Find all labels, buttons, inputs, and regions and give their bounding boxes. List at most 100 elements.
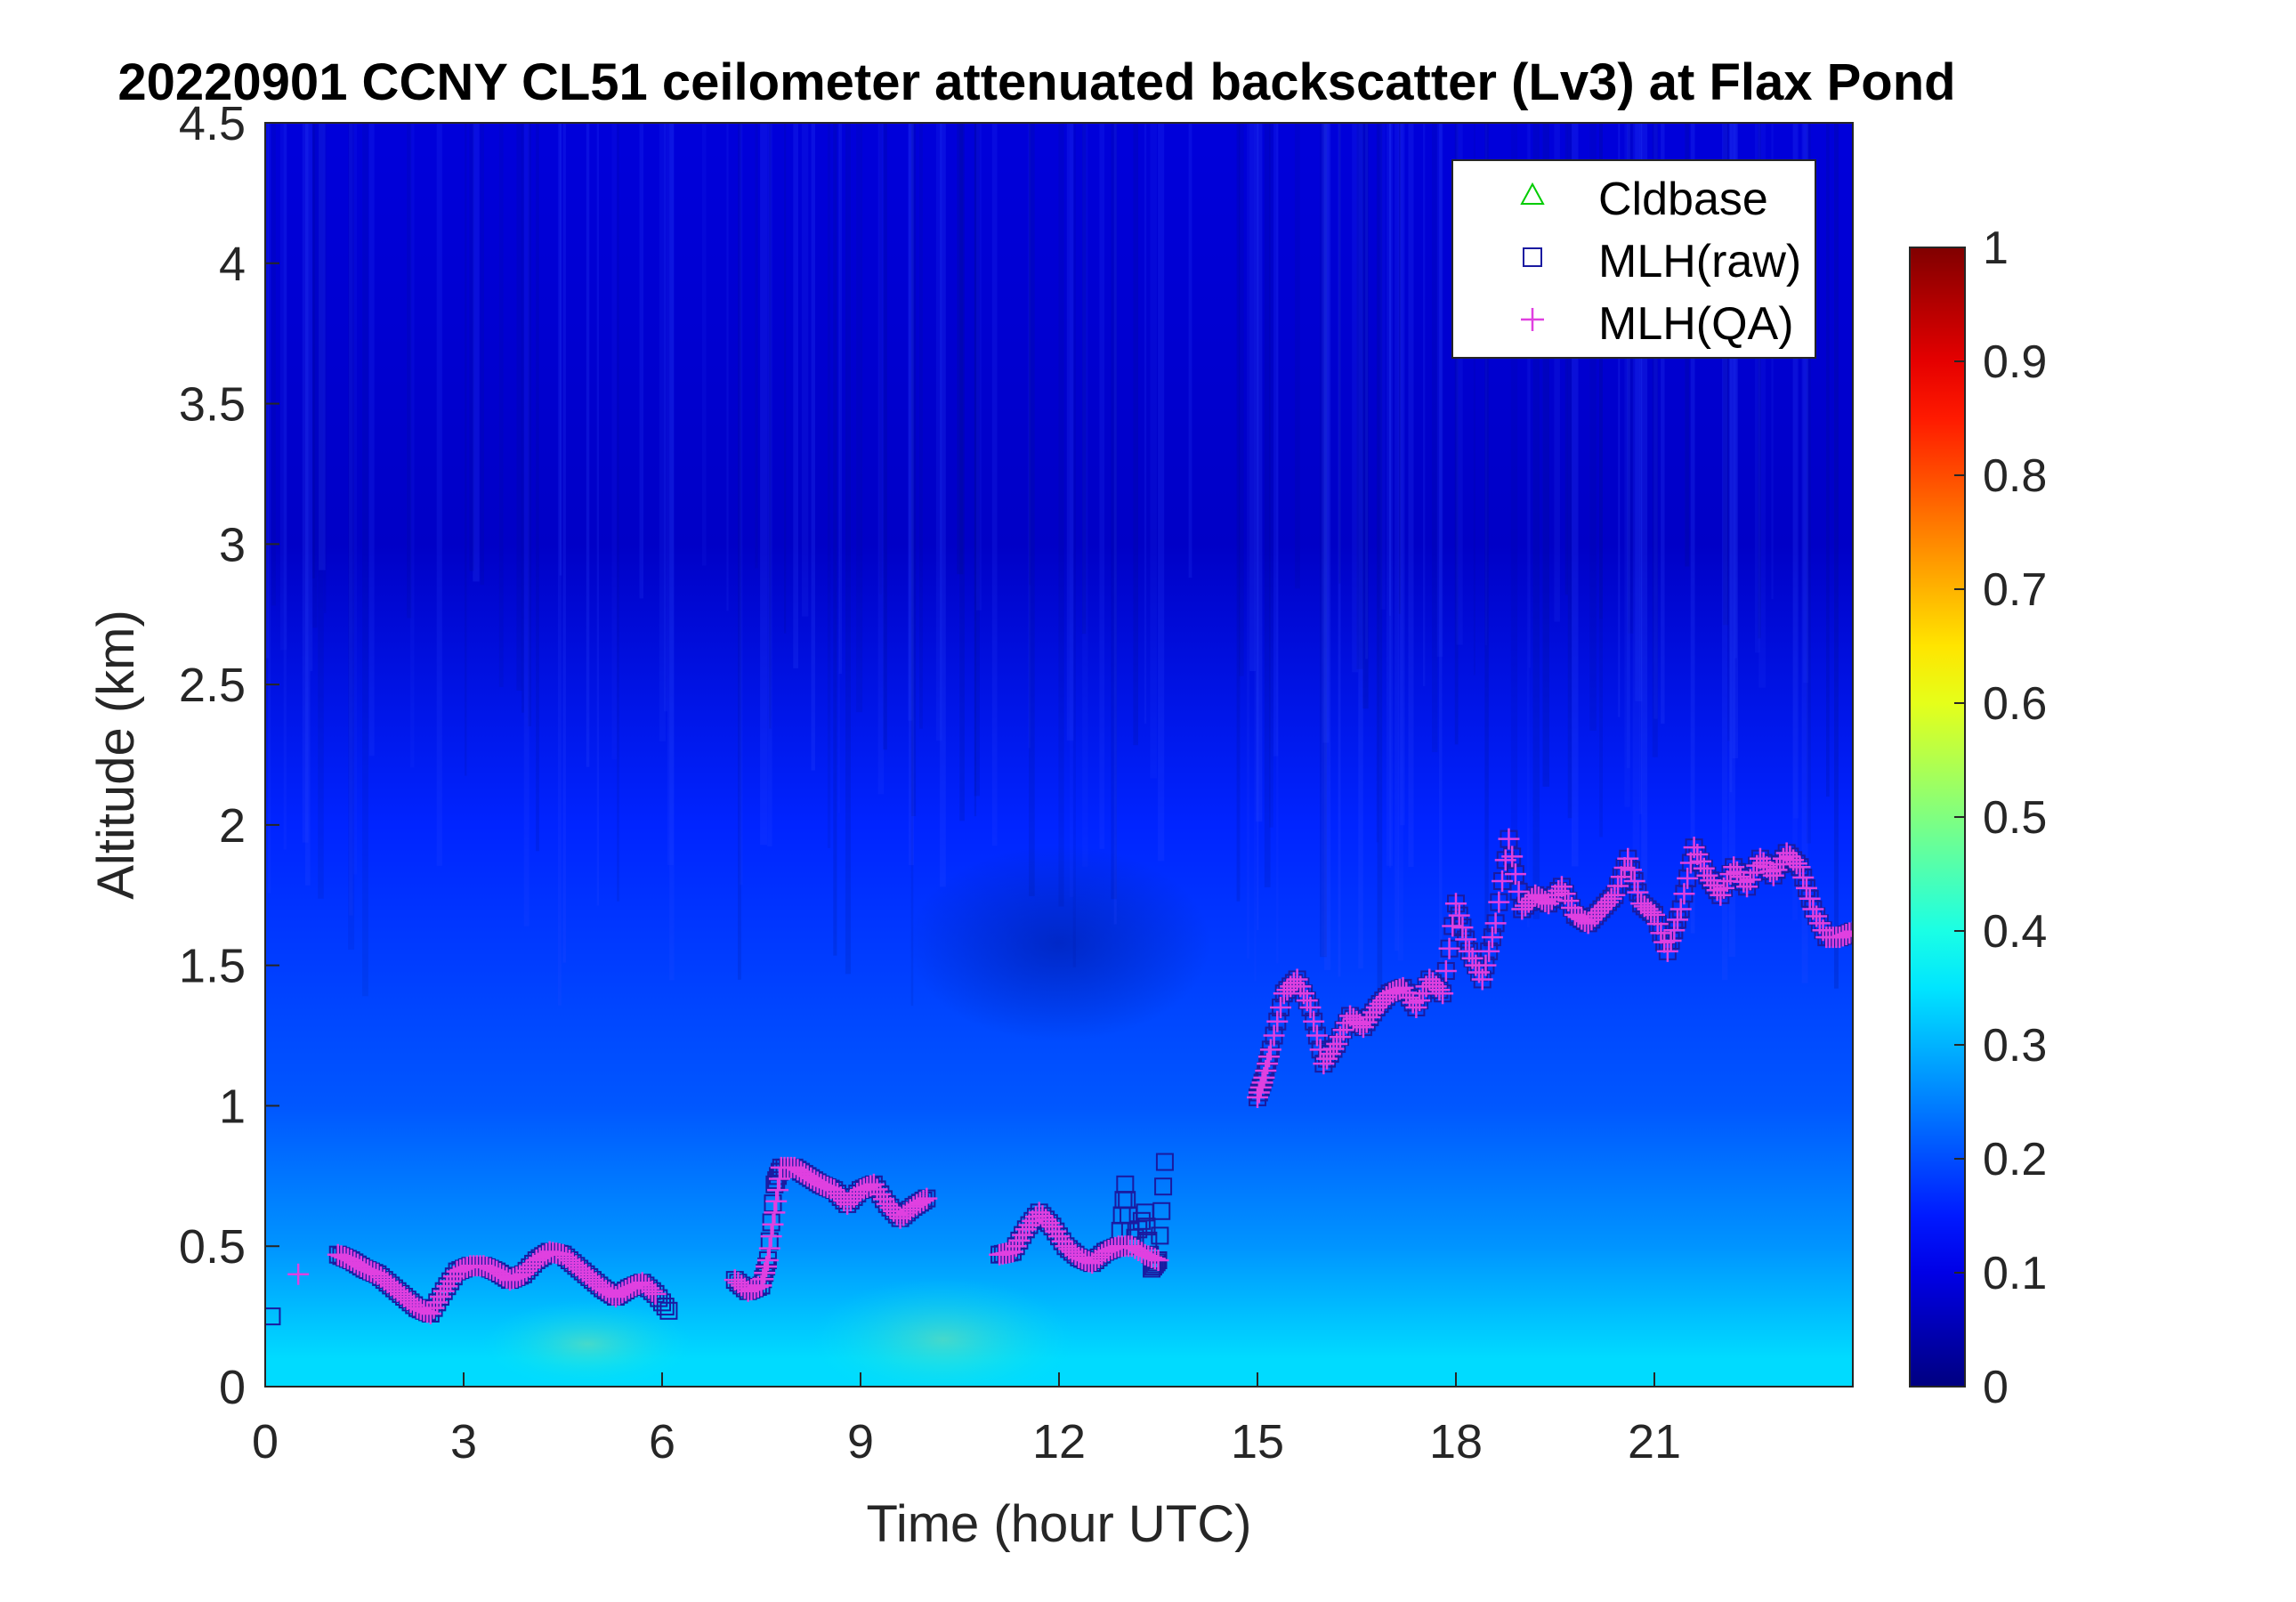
- mlh-qa-marker: [1455, 928, 1477, 951]
- x-tick-label: 3: [450, 1415, 477, 1468]
- cldbase-marker: [1520, 182, 1545, 205]
- backscatter-streak: [1295, 123, 1300, 589]
- backscatter-streak: [1728, 123, 1735, 957]
- mlh-qa-marker: [1617, 847, 1639, 870]
- mlh-qa-marker: [419, 1302, 441, 1324]
- backscatter-streak: [1564, 123, 1568, 595]
- backscatter-streak: [1365, 123, 1369, 659]
- backscatter-streak: [1257, 123, 1259, 931]
- mlh-qa-marker: [767, 1179, 789, 1202]
- backscatter-streak: [1567, 123, 1572, 819]
- backscatter-streak: [1388, 123, 1392, 868]
- colorbar-tick-label: 0.7: [1983, 564, 2047, 616]
- backscatter-streak: [469, 123, 474, 571]
- backscatter-streak: [436, 123, 442, 866]
- backscatter-streak: [1158, 123, 1165, 862]
- backscatter-streak: [1473, 123, 1475, 676]
- backscatter-streak: [1484, 123, 1489, 967]
- backscatter-streak: [1150, 123, 1158, 779]
- backscatter-streak: [473, 123, 480, 582]
- backscatter-streak: [1734, 123, 1737, 659]
- colorbar: 0 0.1 0.2 0.3 0.4 0.5 0.6 0.7 0.8 0.9 1: [1909, 222, 2047, 1413]
- backscatter-streak: [838, 123, 843, 674]
- backscatter-streak: [1528, 123, 1531, 668]
- mlh-qa-marker: [1248, 1081, 1270, 1104]
- mlh-qa-marker: [1303, 1010, 1325, 1032]
- mlh-raw-marker: [1152, 1202, 1171, 1220]
- legend: Cldbase MLH(raw) MLH(QA): [1451, 159, 1816, 359]
- backscatter-streak: [1432, 123, 1438, 753]
- backscatter-streak: [1320, 123, 1327, 958]
- mlh-qa-marker: [1270, 997, 1292, 1018]
- mlh-qa-marker: [1762, 864, 1784, 886]
- backscatter-streak: [1722, 123, 1728, 981]
- backscatter-streak: [312, 123, 315, 578]
- backscatter-streak: [1729, 123, 1733, 792]
- mlh-qa-marker: [1623, 870, 1645, 892]
- backscatter-streak: [1269, 123, 1273, 828]
- backscatter-streak: [349, 123, 353, 916]
- mlh-qa-marker: [1792, 867, 1815, 889]
- backscatter-streak: [1806, 123, 1811, 844]
- backscatter-streak: [562, 123, 566, 963]
- backscatter-streak: [1408, 123, 1414, 867]
- backscatter-streak: [302, 123, 309, 843]
- backscatter-streak: [1726, 123, 1730, 741]
- mlh-qa-marker: [1799, 887, 1821, 910]
- legend-label: MLH(QA): [1598, 298, 1794, 350]
- mlh-qa-marker: [1428, 979, 1451, 1001]
- backscatter-streak: [1572, 123, 1579, 867]
- backscatter-streak: [310, 123, 313, 672]
- backscatter-streak: [959, 123, 965, 821]
- mlh-qa-marker: [1306, 1024, 1328, 1047]
- backscatter-streak: [279, 123, 287, 651]
- backscatter-streak: [1484, 123, 1488, 646]
- mlh-raw-marker: [1137, 1218, 1156, 1236]
- mlh-qa-marker: [1766, 859, 1788, 881]
- backscatter-streaks: [265, 123, 1839, 1007]
- backscatter-streak: [480, 123, 484, 586]
- y-tick-label: 4.5: [179, 97, 246, 150]
- mlh-qa-marker: [1005, 1235, 1027, 1258]
- backscatter-streak: [991, 123, 998, 846]
- mlh-qa-marker: [1008, 1229, 1031, 1251]
- backscatter-streak: [1113, 123, 1117, 925]
- mlh-qa-marker: [1600, 887, 1622, 910]
- mlh-qa-marker: [1627, 881, 1649, 903]
- backscatter-streak: [312, 123, 318, 628]
- y-axis-label: Altitude (km): [87, 610, 145, 900]
- mlh-raw-marker: [659, 1301, 678, 1320]
- backscatter-streak: [802, 123, 809, 617]
- mlh-qa-marker: [1488, 891, 1510, 913]
- mlh-qa-marker: [1673, 883, 1695, 905]
- backscatter-streak: [1510, 123, 1518, 869]
- x-axis-label: Time (hour UTC): [867, 1495, 1252, 1553]
- backscatter-streak: [1082, 123, 1088, 867]
- backscatter-streak: [760, 123, 768, 846]
- mlh-qa-marker: [1492, 870, 1514, 892]
- backscatter-streak: [1395, 123, 1399, 951]
- plot-frame: [264, 122, 1854, 1388]
- backscatter-streak: [1254, 123, 1257, 982]
- backscatter-streak: [1454, 123, 1459, 745]
- colorbar-tick-label: 0.4: [1983, 906, 2047, 958]
- backscatter-streak: [726, 123, 729, 611]
- backscatter-streak: [1723, 123, 1729, 626]
- backscatter-streak: [586, 123, 590, 767]
- backscatter-streak: [283, 123, 287, 850]
- backscatter-streak: [738, 123, 741, 980]
- backscatter-streak: [1273, 123, 1279, 756]
- backscatter-streak: [908, 123, 913, 721]
- midlevel-dry-region: [908, 846, 1210, 1041]
- y-tick-label: 3.5: [179, 378, 246, 432]
- backscatter-streak: [318, 123, 324, 899]
- colorbar-tick-label: 0.1: [1983, 1248, 2047, 1299]
- mlh-qa-marker: [1299, 997, 1322, 1018]
- backscatter-streak: [1029, 123, 1035, 896]
- backscatter-streak: [1732, 123, 1739, 759]
- colorbar-tick-label: 0.6: [1983, 678, 2047, 730]
- y-tick-label: 2: [219, 799, 246, 853]
- x-tick-label: 21: [1628, 1415, 1681, 1468]
- mlh-qa-marker: [644, 1282, 667, 1305]
- mlh-qa-marker: [1475, 954, 1497, 976]
